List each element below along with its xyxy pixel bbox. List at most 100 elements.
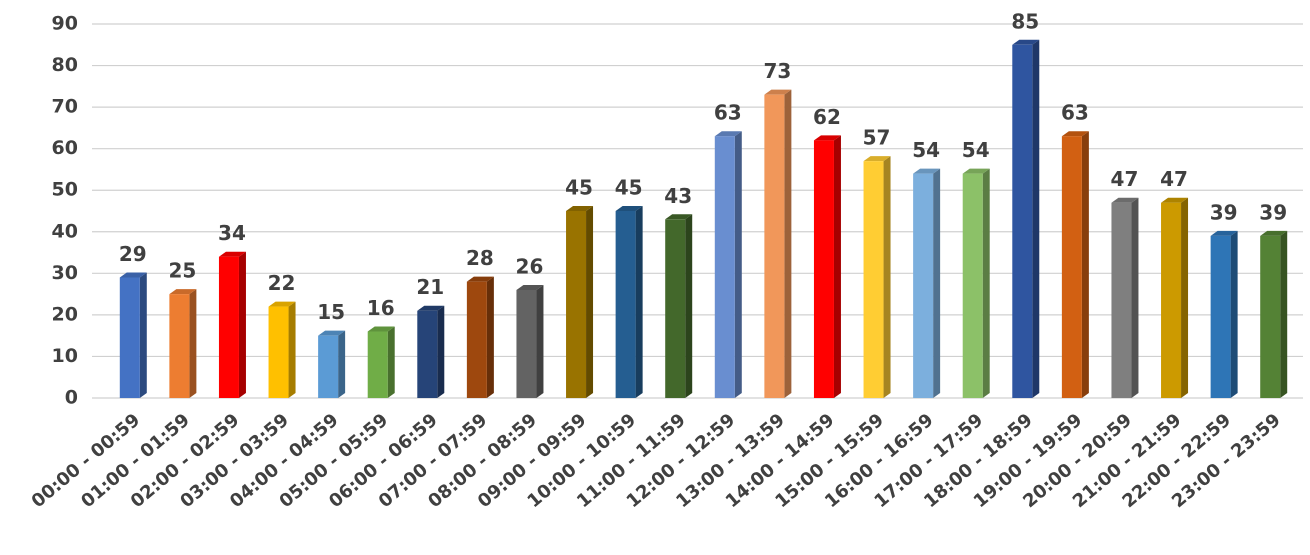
value-label: 34 <box>218 221 246 245</box>
y-tick-label: 40 <box>52 220 78 242</box>
bar <box>119 277 140 398</box>
bar <box>813 140 834 398</box>
bar-side <box>883 156 891 398</box>
bar-top <box>566 206 594 211</box>
bar-side <box>982 168 990 398</box>
bar <box>218 256 239 398</box>
value-label: 63 <box>714 101 742 125</box>
bar-side <box>288 301 296 398</box>
value-label: 15 <box>317 300 345 324</box>
bar-top <box>516 284 544 290</box>
bar <box>665 219 686 398</box>
bar <box>863 161 884 398</box>
bar-side <box>189 289 197 398</box>
bar <box>417 310 438 398</box>
bar-top <box>466 276 494 282</box>
y-tick-label: 90 <box>52 13 78 35</box>
bar <box>367 331 388 398</box>
bar-top <box>169 289 197 295</box>
bar-top <box>367 326 395 332</box>
bar-top <box>913 168 941 174</box>
bar-top <box>813 135 841 141</box>
bar-side <box>1230 230 1238 398</box>
value-label: 22 <box>268 271 296 295</box>
value-label: 26 <box>516 254 544 278</box>
y-tick-label: 30 <box>52 262 78 284</box>
bar-side <box>1181 197 1189 398</box>
bar-top <box>1061 131 1089 137</box>
bar-side <box>685 214 693 398</box>
bar-top <box>714 131 742 137</box>
value-label: 21 <box>416 275 444 299</box>
bar-side <box>387 326 395 398</box>
bar <box>318 335 339 398</box>
bar <box>1260 235 1281 398</box>
bar-side <box>833 135 841 398</box>
bar <box>1061 136 1082 398</box>
bar <box>1012 44 1033 399</box>
bar-side <box>1081 131 1089 398</box>
bar-side <box>1131 197 1139 398</box>
bar <box>1161 202 1182 398</box>
bar-top <box>1161 197 1189 203</box>
bar-side <box>238 251 246 398</box>
bar-top <box>268 301 296 307</box>
bar-top <box>863 156 891 162</box>
bar-side <box>1280 230 1288 398</box>
bar-side <box>338 330 346 398</box>
y-tick-label: 50 <box>52 179 78 201</box>
bar <box>764 94 785 399</box>
value-label: 85 <box>1011 9 1039 33</box>
value-label: 28 <box>466 246 494 270</box>
bar <box>962 173 983 398</box>
bar <box>913 173 934 398</box>
bar-top <box>417 305 445 311</box>
value-label: 54 <box>962 138 990 162</box>
y-tick-label: 20 <box>52 303 78 325</box>
value-label: 25 <box>168 259 196 283</box>
value-label: 47 <box>1111 167 1139 191</box>
bar-top <box>764 89 792 95</box>
value-label: 62 <box>813 105 841 129</box>
bar-side <box>933 168 941 398</box>
bar-side <box>586 206 594 398</box>
bar <box>615 211 636 398</box>
bar <box>1111 202 1132 398</box>
y-tick-label: 70 <box>52 96 78 118</box>
value-label: 54 <box>912 138 940 162</box>
value-label: 45 <box>565 176 593 200</box>
bar-top <box>1210 230 1238 236</box>
bar-side <box>734 131 742 398</box>
bar-top <box>1012 39 1040 45</box>
value-label: 47 <box>1160 167 1188 191</box>
bar-top <box>615 206 643 211</box>
bar-top <box>318 330 346 336</box>
bar-side <box>139 272 147 398</box>
bar-top <box>218 251 246 257</box>
bar <box>566 211 587 398</box>
value-label: 57 <box>863 126 891 150</box>
bar-side <box>486 276 494 398</box>
bar <box>466 281 487 398</box>
bar-top <box>119 272 147 278</box>
value-label: 29 <box>119 242 147 266</box>
bar-side <box>635 206 643 398</box>
value-label: 16 <box>367 296 395 320</box>
y-tick-label: 10 <box>52 345 78 367</box>
y-tick-label: 0 <box>65 387 78 409</box>
value-label: 45 <box>615 176 643 200</box>
bar-side <box>536 284 544 398</box>
bar <box>1210 235 1231 398</box>
bar-top <box>962 168 990 174</box>
bar <box>516 289 537 398</box>
bar-side <box>784 89 792 399</box>
y-tick-label: 60 <box>52 137 78 159</box>
bar-top <box>665 214 693 220</box>
bar-top <box>1260 230 1288 236</box>
y-tick-label: 80 <box>52 54 78 76</box>
value-label: 39 <box>1210 200 1238 224</box>
bar-side <box>1032 39 1040 399</box>
value-label: 73 <box>763 59 791 83</box>
bar <box>268 306 289 398</box>
